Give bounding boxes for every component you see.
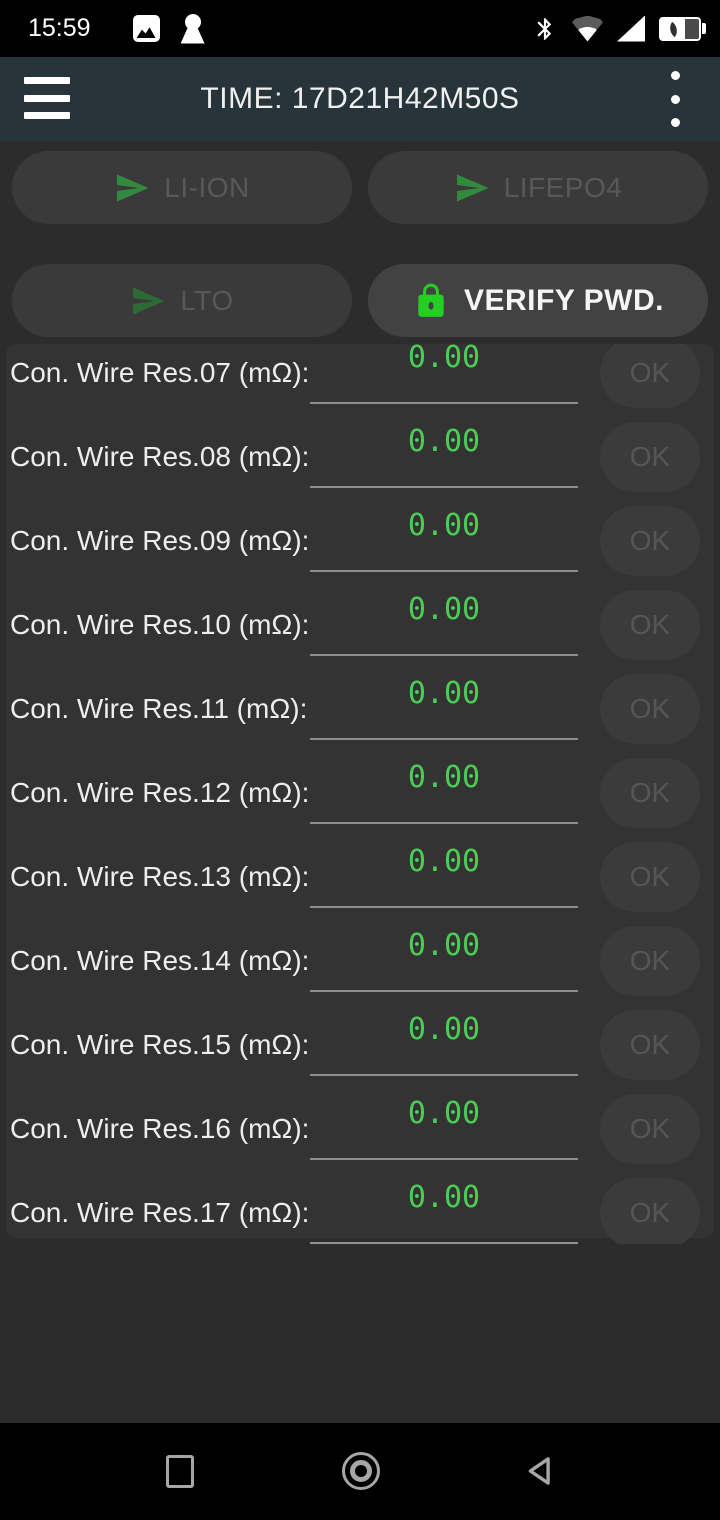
back-triangle-icon[interactable] [524,1453,558,1489]
li-ion-button[interactable]: LI-ION [12,151,352,224]
keyhole-notification-icon [180,13,206,44]
ok-button[interactable]: OK [600,674,700,744]
overflow-menu-icon[interactable] [670,71,680,127]
ok-button[interactable]: OK [600,422,700,492]
navigation-bar [0,1423,720,1520]
table-row: Con. Wire Res.14 (mΩ): 0.00 OK [0,919,720,1003]
ok-button[interactable]: OK [600,1178,700,1244]
wire-resistance-label: Con. Wire Res.09 (mΩ): [10,525,310,556]
wifi-icon [572,15,603,42]
status-bar: 15:59 [0,0,720,57]
lifepo4-button[interactable]: LIFEPO4 [368,151,708,224]
wire-resistance-label: Con. Wire Res.13 (mΩ): [10,861,310,892]
table-row: Con. Wire Res.09 (mΩ): 0.00 OK [0,499,720,583]
input-underline [310,906,578,908]
wire-resistance-label: Con. Wire Res.17 (mΩ): [10,1197,310,1228]
lock-icon [418,283,444,317]
app-bar-title: TIME: 17D21H42M50S [200,82,520,115]
list-background [6,344,714,1238]
input-underline [310,822,578,824]
wire-resistance-label: Con. Wire Res.08 (mΩ): [10,441,310,472]
li-ion-label: LI-ION [164,171,250,203]
wire-resistance-input[interactable]: 0.00 [407,676,481,711]
wire-resistance-input[interactable]: 0.00 [407,1012,481,1047]
wire-resistance-input[interactable]: 0.00 [407,928,481,963]
status-right [532,15,706,43]
input-underline [310,402,578,404]
wire-resistance-label: Con. Wire Res.11 (mΩ): [10,693,308,724]
table-row: Con. Wire Res.10 (mΩ): 0.00 OK [0,583,720,667]
table-row: Con. Wire Res.07 (mΩ): 0.00 OK [0,344,720,415]
wire-resistance-input[interactable]: 0.00 [407,592,481,627]
ok-button[interactable]: OK [600,1094,700,1164]
input-underline [310,1158,578,1160]
table-row: Con. Wire Res.12 (mΩ): 0.00 OK [0,751,720,835]
ok-button[interactable]: OK [600,842,700,912]
bluetooth-icon [537,17,552,40]
lifepo4-label: LIFEPO4 [503,171,623,203]
input-underline [310,990,578,992]
clock: 15:59 [28,14,91,42]
wire-resistance-label: Con. Wire Res.12 (mΩ): [10,777,310,808]
ok-button[interactable]: OK [600,1010,700,1080]
verify-password-button[interactable]: VERIFY PWD. [368,264,708,337]
send-icon [117,174,149,201]
cell-signal-icon [617,15,645,42]
table-row: Con. Wire Res.17 (mΩ): 0.00 OK [0,1171,720,1244]
table-row: Con. Wire Res.11 (mΩ): 0.00 OK [0,667,720,751]
app-bar: TIME: 17D21H42M50S [0,57,720,141]
wire-resistance-label: Con. Wire Res.07 (mΩ): [10,357,310,388]
table-row: Con. Wire Res.15 (mΩ): 0.00 OK [0,1003,720,1087]
input-underline [310,738,578,740]
input-underline [310,1242,578,1244]
hamburger-menu-icon[interactable] [24,77,70,119]
wire-resistance-input[interactable]: 0.00 [407,844,481,879]
input-underline [310,570,578,572]
battery-saver-icon [659,16,706,41]
send-icon [456,174,489,201]
table-row: Con. Wire Res.16 (mΩ): 0.00 OK [0,1087,720,1171]
input-underline [310,1074,578,1076]
wire-resistance-input[interactable]: 0.00 [407,1180,481,1215]
lto-button[interactable]: LTO [12,264,352,337]
photo-notification-icon [132,15,160,42]
input-underline [310,486,578,488]
ok-button[interactable]: OK [600,506,700,576]
lto-label: LTO [180,284,234,316]
ok-button[interactable]: OK [600,926,700,996]
wire-resistance-input[interactable]: 0.00 [407,508,481,543]
wire-resistance-label: Con. Wire Res.10 (mΩ): [10,609,310,640]
parameter-list[interactable]: Con. Wire Res.07 (mΩ): 0.00 OK Con. Wire… [0,344,720,1244]
wire-resistance-label: Con. Wire Res.14 (mΩ): [10,945,310,976]
recents-square-icon[interactable] [166,1455,194,1488]
input-underline [310,654,578,656]
send-icon [133,287,165,314]
home-circle-icon[interactable] [342,1452,380,1490]
wire-resistance-label: Con. Wire Res.15 (mΩ): [10,1029,310,1060]
wire-resistance-input[interactable]: 0.00 [407,424,481,459]
ok-button[interactable]: OK [600,590,700,660]
wire-resistance-input[interactable]: 0.00 [407,1096,481,1131]
wire-resistance-input[interactable]: 0.00 [407,344,481,375]
verify-password-label: VERIFY PWD. [464,283,664,317]
table-row: Con. Wire Res.13 (mΩ): 0.00 OK [0,835,720,919]
table-row: Con. Wire Res.08 (mΩ): 0.00 OK [0,415,720,499]
wire-resistance-label: Con. Wire Res.16 (mΩ): [10,1113,310,1144]
status-left: 15:59 [14,13,206,44]
ok-button[interactable]: OK [600,758,700,828]
ok-button[interactable]: OK [600,344,700,408]
wire-resistance-input[interactable]: 0.00 [407,760,481,795]
